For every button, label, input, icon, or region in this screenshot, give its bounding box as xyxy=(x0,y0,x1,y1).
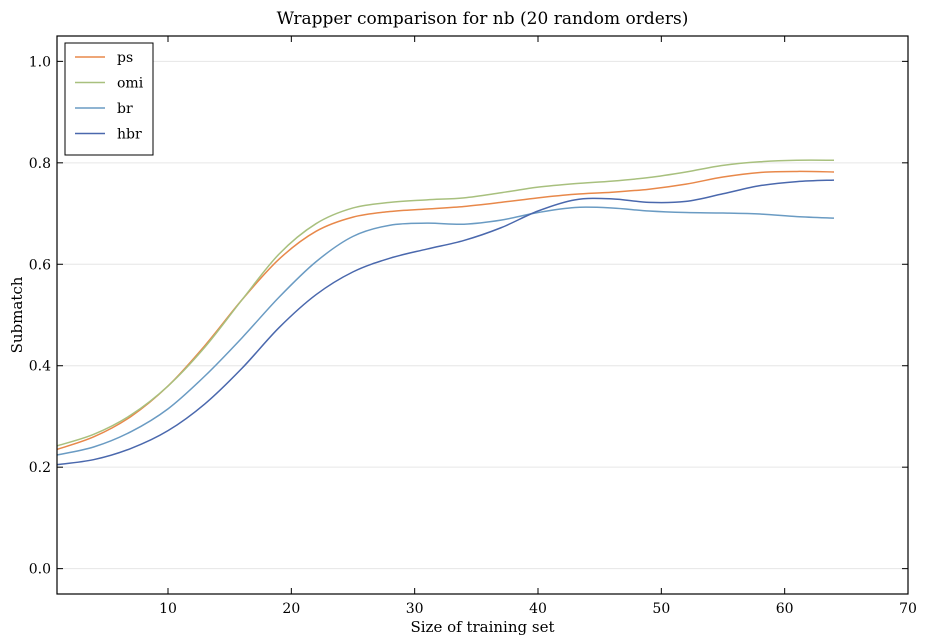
x-tick-label: 10 xyxy=(159,601,177,617)
series-line-br xyxy=(56,206,835,456)
plot-area-frame xyxy=(56,35,909,595)
y-tick-label: 0.4 xyxy=(29,359,51,375)
y-tick-label: 0.2 xyxy=(29,460,51,476)
x-tick-label: 40 xyxy=(529,601,547,617)
x-axis-label: Size of training set xyxy=(410,618,554,636)
x-tick-label: 60 xyxy=(776,601,794,617)
legend-box xyxy=(64,42,154,156)
y-tick-label: 0.6 xyxy=(29,257,51,273)
series-line-omi xyxy=(56,159,835,447)
legend-label-hbr: hbr xyxy=(117,127,142,143)
legend-label-ps: ps xyxy=(117,50,133,66)
series-lines xyxy=(56,159,835,466)
x-tick-label: 30 xyxy=(406,601,424,617)
x-tick-label: 50 xyxy=(652,601,670,617)
legend: ps omi br hbr xyxy=(64,42,154,156)
legend-label-omi: omi xyxy=(117,76,144,92)
grid-lines xyxy=(57,60,908,570)
y-tick-label: 0.0 xyxy=(29,562,51,578)
y-tick-label: 1.0 xyxy=(29,54,51,70)
series-line-hbr xyxy=(56,179,835,466)
axis-ticks: 10 20 30 40 50 60 70 0.0 0.2 0.4 0.6 0.8 1.0 xyxy=(29,36,917,617)
y-tick-label: 0.8 xyxy=(29,156,51,172)
x-tick-label: 20 xyxy=(282,601,300,617)
y-axis-label: Submatch xyxy=(8,276,26,353)
legend-label-br: br xyxy=(117,101,133,117)
x-tick-label: 70 xyxy=(899,601,917,617)
chart-title: Wrapper comparison for nb (20 random ord… xyxy=(277,9,689,29)
